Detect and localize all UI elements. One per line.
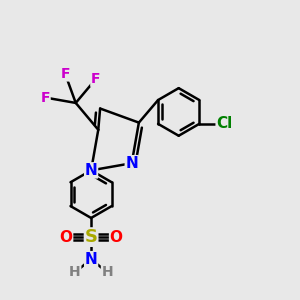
Text: F: F xyxy=(91,72,100,86)
Text: O: O xyxy=(60,230,73,244)
Text: N: N xyxy=(85,252,98,267)
Text: H: H xyxy=(69,266,81,279)
Text: Cl: Cl xyxy=(216,116,232,131)
Text: N: N xyxy=(85,163,98,178)
Text: O: O xyxy=(110,230,123,244)
Text: S: S xyxy=(85,228,98,246)
Text: F: F xyxy=(60,67,70,81)
Text: H: H xyxy=(101,266,113,279)
Text: F: F xyxy=(40,91,50,105)
Text: N: N xyxy=(125,156,138,171)
